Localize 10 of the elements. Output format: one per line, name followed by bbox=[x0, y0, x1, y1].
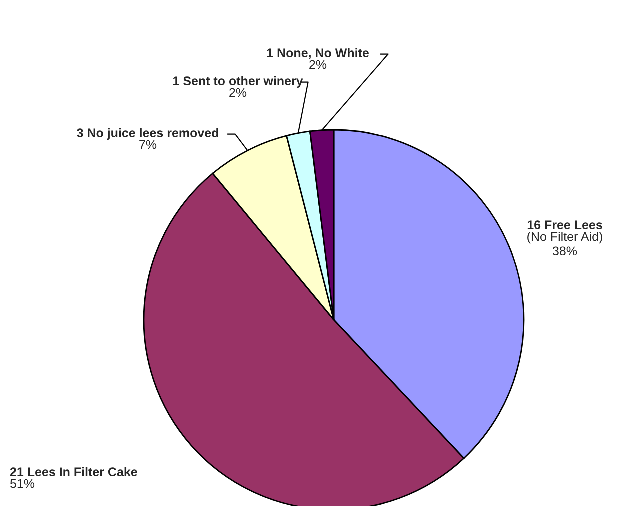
slice-label: 21 Lees In Filter Cake bbox=[10, 467, 138, 477]
data-label: 38% bbox=[552, 246, 578, 256]
slice-label: 3 No juice lees removed bbox=[77, 128, 218, 140]
slice-label: 1 Sent to other winery bbox=[174, 76, 304, 88]
data-label: 2% bbox=[310, 60, 327, 70]
data-label: 2% bbox=[230, 88, 247, 98]
slice-label: 1 None, No White bbox=[267, 48, 369, 60]
data-label: 7% bbox=[140, 140, 157, 150]
slice-label: 16 Free Lees (No Filter Aid) bbox=[528, 220, 602, 244]
data-label: 51% bbox=[10, 479, 35, 488]
